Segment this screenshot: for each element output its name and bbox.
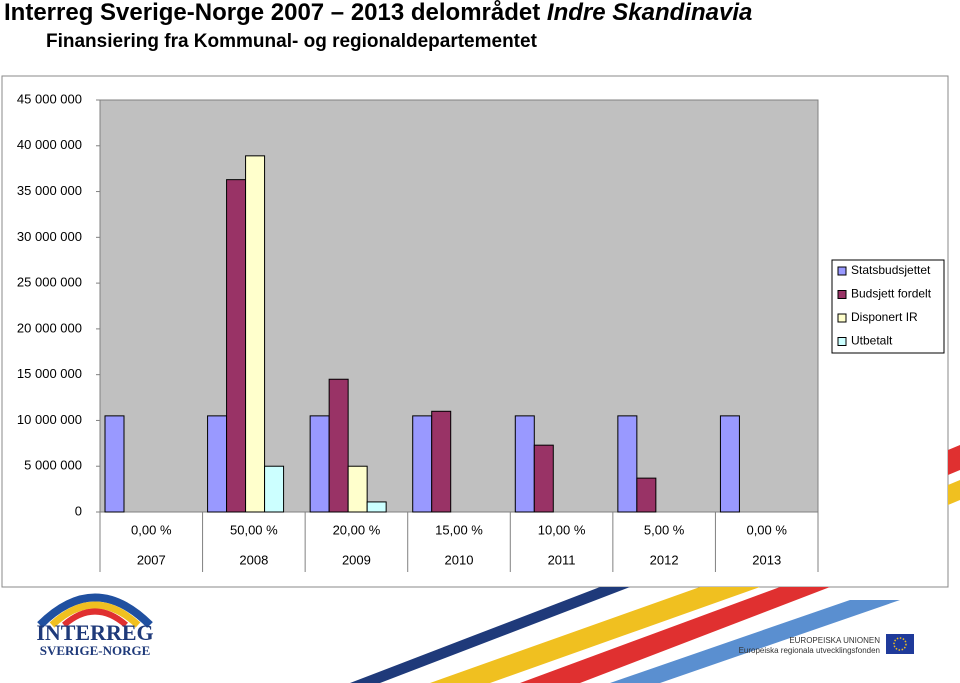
title-emphasis: Indre Skandinavia bbox=[547, 0, 752, 26]
x-tick-label: 2012 bbox=[650, 552, 679, 567]
bar bbox=[245, 155, 266, 513]
eu-flag bbox=[886, 634, 914, 654]
stripe bbox=[610, 600, 900, 683]
legend-swatch bbox=[837, 313, 847, 323]
x-sublabel: 20,00 % bbox=[333, 522, 381, 537]
bar bbox=[328, 378, 349, 513]
x-tick-label: 2008 bbox=[239, 552, 268, 567]
x-sublabel: 0,00 % bbox=[746, 522, 787, 537]
bar bbox=[366, 501, 387, 513]
legend-swatch bbox=[837, 266, 847, 276]
bar bbox=[347, 465, 368, 513]
legend-swatch bbox=[837, 337, 847, 346]
x-sublabel: 15,00 % bbox=[435, 522, 483, 537]
y-tick-label: 40 000 000 bbox=[17, 137, 82, 152]
y-tick-label: 15 000 000 bbox=[17, 366, 82, 381]
x-tick-label: 2007 bbox=[137, 552, 166, 567]
x-sublabel: 10,00 % bbox=[538, 522, 586, 537]
stripe bbox=[430, 587, 760, 683]
logo-text: SVERIGE-NORGE bbox=[40, 643, 151, 658]
legend-label: Budsjett fordelt bbox=[851, 287, 932, 301]
y-tick-label: 5 000 000 bbox=[24, 458, 82, 473]
bar bbox=[719, 415, 740, 513]
stripe bbox=[520, 587, 830, 683]
bar bbox=[514, 415, 535, 513]
y-tick-label: 35 000 000 bbox=[17, 183, 82, 198]
bar bbox=[412, 415, 433, 513]
logo-arc bbox=[62, 608, 128, 628]
bar bbox=[636, 477, 657, 513]
x-sublabel: 50,00 % bbox=[230, 522, 278, 537]
y-tick-label: 30 000 000 bbox=[17, 229, 82, 244]
x-sublabel: 5,00 % bbox=[644, 522, 685, 537]
stripe bbox=[948, 480, 960, 505]
eu-text: Europeiska regionala utvecklingsfonden bbox=[739, 646, 880, 655]
bar bbox=[533, 444, 554, 513]
stripe bbox=[350, 587, 630, 683]
eu-text: EUROPEISKA UNIONEN bbox=[789, 636, 880, 645]
title: Interreg Sverige-Norge 2007 – 2013 delom… bbox=[4, 0, 752, 26]
title-text: Interreg Sverige-Norge 2007 – 2013 delom… bbox=[4, 0, 540, 26]
x-tick-label: 2013 bbox=[752, 552, 781, 567]
bar bbox=[431, 410, 452, 513]
x-sublabel: 0,00 % bbox=[131, 522, 172, 537]
legend-box bbox=[831, 259, 945, 354]
logo-arc bbox=[37, 593, 153, 628]
x-tick-label: 2009 bbox=[342, 552, 371, 567]
legend-swatch bbox=[837, 290, 847, 299]
y-tick-label: 20 000 000 bbox=[17, 320, 82, 335]
logo-text: INTERREG bbox=[36, 620, 153, 645]
bar bbox=[264, 465, 285, 513]
x-tick-label: 2011 bbox=[548, 552, 576, 567]
y-tick-label: 45 000 000 bbox=[17, 91, 82, 106]
legend-label: Statsbudsjettet bbox=[851, 263, 931, 277]
y-tick-label: 25 000 000 bbox=[17, 275, 82, 290]
legend-label: Disponert IR bbox=[851, 310, 918, 324]
bar bbox=[226, 179, 247, 513]
legend-label: Utbetalt bbox=[851, 334, 893, 348]
stripe bbox=[948, 445, 960, 475]
bar bbox=[617, 415, 638, 513]
subtitle: Finansiering fra Kommunal- og regionalde… bbox=[46, 31, 538, 52]
eu-stars bbox=[893, 637, 907, 651]
y-tick-label: 10 000 000 bbox=[17, 412, 82, 427]
bar bbox=[207, 415, 228, 513]
logo-arc bbox=[49, 601, 141, 628]
x-tick-label: 2010 bbox=[445, 552, 474, 567]
bar bbox=[104, 415, 125, 513]
bar bbox=[309, 415, 330, 513]
y-tick-label: 0 bbox=[75, 503, 82, 518]
